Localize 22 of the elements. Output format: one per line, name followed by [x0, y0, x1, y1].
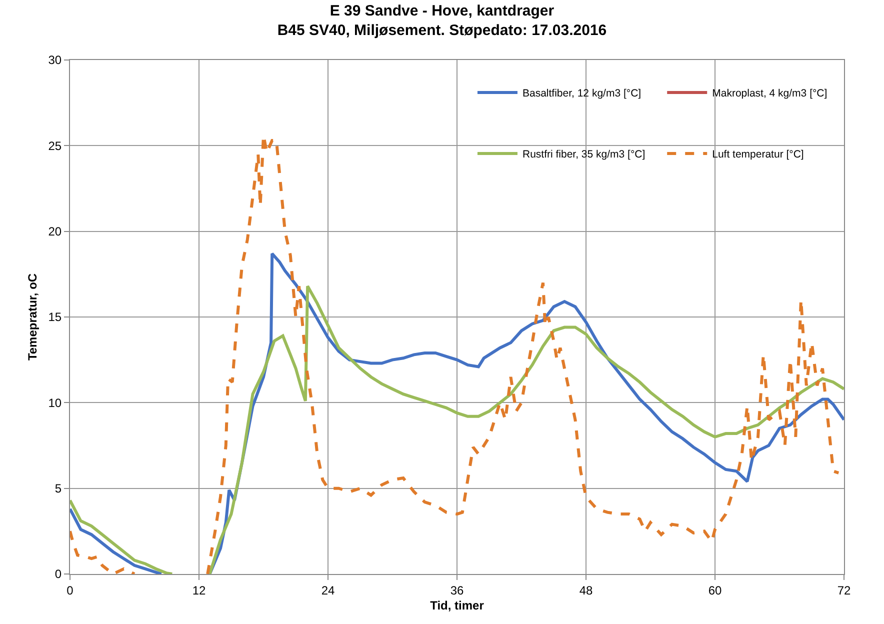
y-axis-title: Temepratur, oC	[26, 273, 40, 361]
x-tick-label: 60	[708, 583, 722, 598]
chart-subtitle: B45 SV40, Miljøsement. Støpedato: 17.03.2016	[277, 22, 607, 40]
x-tick-label: 12	[192, 583, 206, 598]
y-tick-label: 0	[54, 567, 62, 582]
legend-label: Luft temperatur [°C]	[712, 148, 804, 161]
legend-label: Makroplast, 4 kg/m3 [°C]	[712, 88, 828, 100]
y-tick-label: 15	[48, 310, 62, 324]
y-tick-label: 30	[48, 53, 62, 68]
x-tick-label: 48	[579, 583, 593, 598]
y-tick-label: 10	[48, 396, 62, 410]
y-tick-label: 25	[48, 138, 62, 153]
x-tick-label: 24	[321, 583, 335, 598]
x-tick-label: 36	[450, 583, 464, 598]
x-axis-title: Tid, timer	[430, 598, 484, 612]
y-tick-label: 5	[54, 482, 62, 496]
legend-label: Basaltfiber, 12 kg/m3 [°C]	[522, 88, 642, 100]
y-tick-label: 20	[48, 224, 62, 239]
x-tick-label: 0	[66, 583, 74, 598]
chart-title: E 39 Sandve - Hove, kantdrager	[330, 2, 554, 20]
x-tick-label: 72	[837, 583, 851, 598]
legend-label: Rustfri fiber, 35 kg/m3 [°C]	[522, 148, 646, 161]
